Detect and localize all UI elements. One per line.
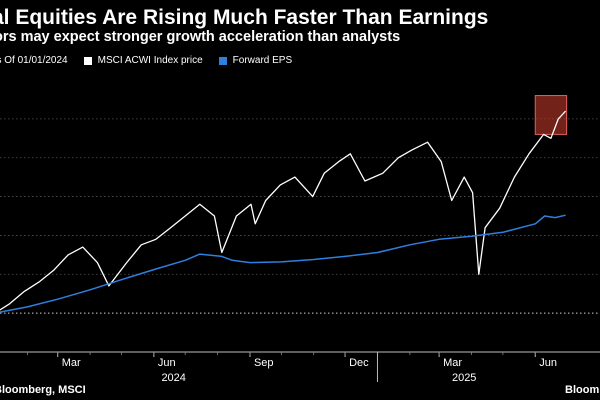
legend-rebased-label: d As Of 01/01/2024	[0, 55, 68, 66]
chart-subtitle: ors may expect stronger growth accelerat…	[0, 29, 401, 45]
brand-logo: Bloom	[565, 384, 600, 396]
source-note: Bloomberg, MSCI	[0, 384, 86, 396]
x-tick-label: Jun	[539, 357, 557, 369]
x-tick-label: Mar	[62, 357, 81, 369]
year-label: 2024	[161, 372, 185, 384]
legend-price-label: MSCI ACWI Index price	[97, 55, 203, 66]
x-tick-label: Jun	[158, 357, 176, 369]
x-tick-label: Sep	[254, 357, 274, 369]
chart-title: al Equities Are Rising Much Faster Than …	[0, 6, 489, 29]
legend: d As Of 01/01/2024 MSCI ACWI Index price…	[0, 55, 292, 66]
legend-eps-label: Forward EPS	[232, 55, 293, 66]
legend-price-swatch	[83, 56, 92, 65]
price-series-line	[0, 110, 567, 311]
x-tick-label: Dec	[349, 357, 369, 369]
legend-eps-swatch	[218, 56, 227, 65]
year-label: 2025	[452, 372, 476, 384]
x-tick-label: Mar	[443, 357, 462, 369]
